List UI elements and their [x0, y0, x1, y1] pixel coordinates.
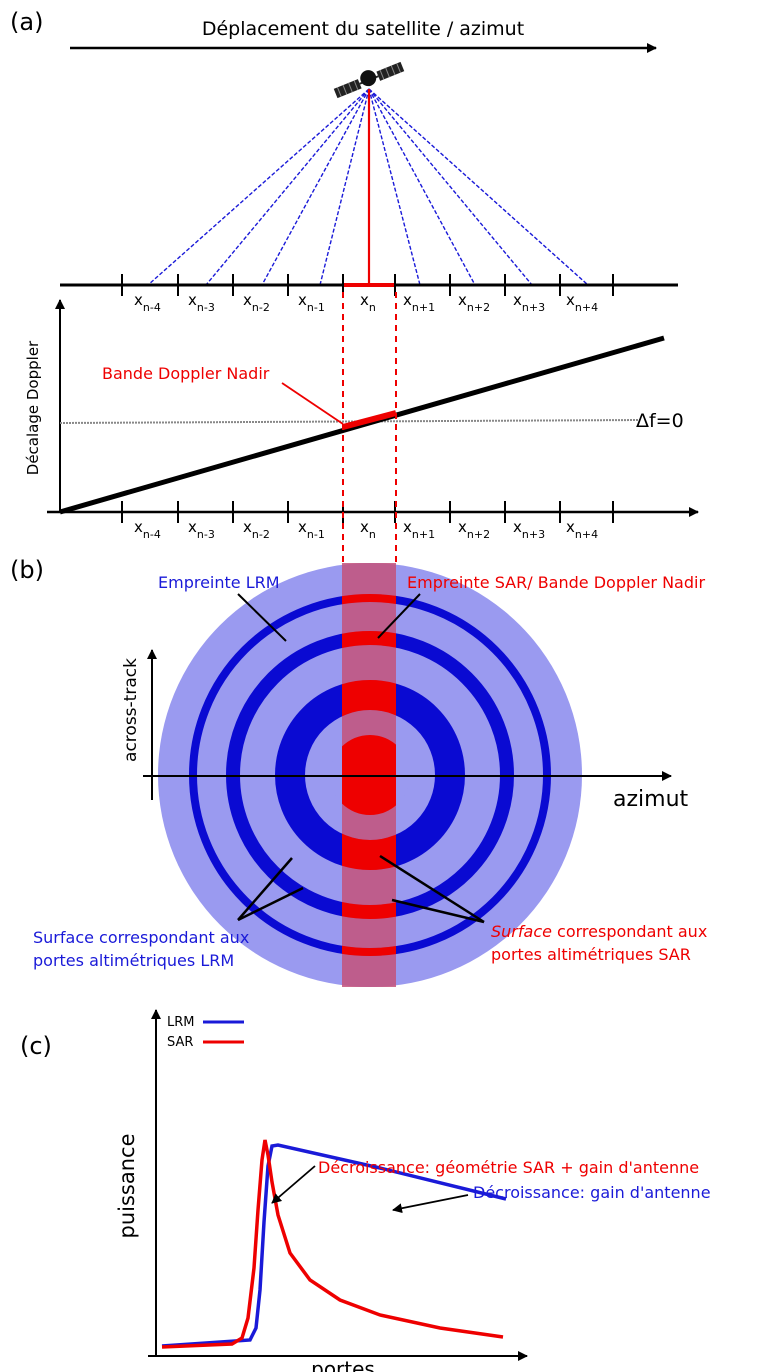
sar-footprint-label: Empreinte SAR/ Bande Doppler Nadir [407, 573, 705, 592]
across-track-label: across-track [121, 658, 141, 762]
lrm-surface-label-2: portes altimétriques LRM [33, 951, 234, 970]
sar-surface-pointers [379, 854, 485, 924]
svg-text:xn+4: xn+4 [566, 518, 598, 541]
motion-title: Déplacement du satellite / azimut [202, 18, 524, 40]
sar-surface-label-2: portes altimétriques SAR [491, 945, 691, 964]
lrm-surface-pointers [237, 857, 304, 922]
lrm-footprint-label: Empreinte LRM [158, 573, 280, 592]
svg-text:xn-1: xn-1 [298, 291, 325, 314]
svg-text:xn-1: xn-1 [298, 518, 325, 541]
sar-surface-label-1: Surface correspondant aux [491, 922, 707, 941]
legend-lrm-label: LRM [167, 1015, 195, 1030]
satellite-icon [333, 61, 405, 99]
svg-text:xn+2: xn+2 [458, 518, 490, 541]
cell-labels-top: xn-4 xn-3 xn-2 xn-1 xn xn+1 xn+2 xn+3 xn… [134, 291, 598, 314]
panel-a-label: (a) [10, 8, 43, 36]
cell-labels-bottom: xn-4 xn-3 xn-2 xn-1 xn xn+1 xn+2 xn+3 xn… [134, 518, 598, 541]
svg-text:xn+3: xn+3 [513, 291, 545, 314]
svg-text:xn: xn [360, 291, 376, 314]
lrm-decay-annotation: Décroissance: gain d'antenne [473, 1183, 711, 1202]
lrm-surface-label-1: Surface correspondant aux [33, 928, 249, 947]
sar-decay-annotation: Décroissance: géométrie SAR + gain d'ant… [318, 1158, 699, 1177]
ground-track-ticks [121, 274, 614, 296]
nadir-band-label: Bande Doppler Nadir [102, 364, 270, 383]
azimut-label: azimut [613, 787, 689, 812]
sar-waveform [161, 1139, 504, 1349]
legend-sar-label: SAR [167, 1035, 193, 1050]
lrm-decay-arrow [392, 1194, 469, 1214]
sar-footprint-pointer [377, 593, 421, 639]
svg-text:xn+3: xn+3 [513, 518, 545, 541]
zero-doppler-line [59, 419, 641, 424]
svg-text:xn+2: xn+2 [458, 291, 490, 314]
panel-b-label: (b) [10, 556, 44, 584]
lrm-waveform [161, 1143, 507, 1348]
svg-text:xn+1: xn+1 [403, 291, 435, 314]
svg-text:xn-3: xn-3 [188, 291, 215, 314]
doppler-y-label: Décalage Doppler [24, 340, 42, 475]
panel-c-label: (c) [20, 1032, 52, 1060]
svg-text:xn-3: xn-3 [188, 518, 215, 541]
svg-text:xn-2: xn-2 [243, 518, 270, 541]
band-guides [342, 292, 397, 605]
svg-text:xn+1: xn+1 [403, 518, 435, 541]
beam-lines [147, 88, 589, 286]
svg-text:xn: xn [360, 518, 376, 541]
nadir-doppler-band [342, 410, 397, 430]
zero-doppler-label: Δf=0 [636, 410, 684, 432]
power-y-label: puissance [115, 1134, 139, 1239]
lrm-footprint-pointer [237, 593, 287, 642]
sar-decay-arrow [271, 1165, 316, 1204]
power-x-label: portes [311, 1357, 375, 1372]
svg-text:xn-4: xn-4 [134, 518, 161, 541]
svg-text:xn-2: xn-2 [243, 291, 270, 314]
svg-text:xn+4: xn+4 [566, 291, 598, 314]
svg-text:xn-4: xn-4 [134, 291, 161, 314]
nadir-band-pointer [281, 382, 344, 425]
